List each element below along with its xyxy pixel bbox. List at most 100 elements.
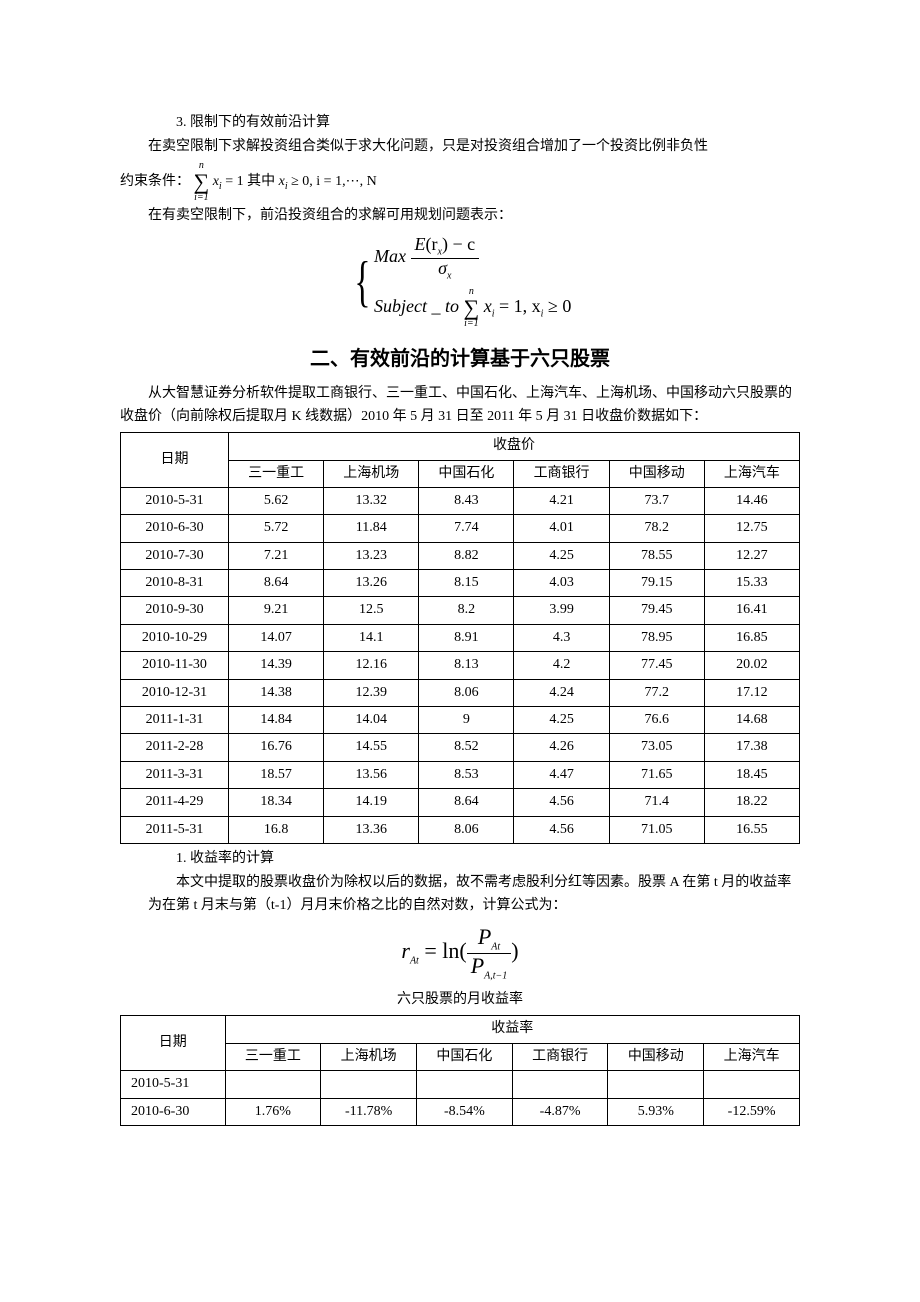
cell-value: 18.22 bbox=[704, 789, 799, 816]
cell-value: 13.23 bbox=[324, 542, 419, 569]
cell-value: 14.1 bbox=[324, 624, 419, 651]
cell-value: 8.15 bbox=[419, 570, 514, 597]
cell-date: 2010-10-29 bbox=[121, 624, 229, 651]
table-row: 2010-8-318.6413.268.154.0379.1515.33 bbox=[121, 570, 800, 597]
cell-date: 2011-5-31 bbox=[121, 816, 229, 843]
table-row: 2010-9-309.2112.58.23.9979.4516.41 bbox=[121, 597, 800, 624]
cell-value: 14.38 bbox=[229, 679, 324, 706]
cell-value: 8.52 bbox=[419, 734, 514, 761]
cell-value: 13.36 bbox=[324, 816, 419, 843]
cell-value: 1.76% bbox=[225, 1098, 321, 1125]
constraint-pre: 约束条件： bbox=[120, 174, 190, 189]
sec3-p3: 在有卖空限制下，前沿投资组合的求解可用规划问题表示： bbox=[120, 205, 800, 227]
cell-date: 2010-6-30 bbox=[121, 1098, 226, 1125]
cell-value: 8.06 bbox=[419, 816, 514, 843]
table-row: 2011-3-3118.5713.568.534.4771.6518.45 bbox=[121, 761, 800, 788]
cell-value: 8.64 bbox=[419, 789, 514, 816]
cell-value bbox=[321, 1071, 417, 1098]
cell-value: 4.47 bbox=[514, 761, 609, 788]
cell-value: 4.25 bbox=[514, 542, 609, 569]
cell-value: 4.24 bbox=[514, 679, 609, 706]
cell-value: 17.12 bbox=[704, 679, 799, 706]
table2-caption: 六只股票的月收益率 bbox=[120, 989, 800, 1011]
cell-date: 2010-8-31 bbox=[121, 570, 229, 597]
cell-value: 14.68 bbox=[704, 707, 799, 734]
col-h: 三一重工 bbox=[229, 460, 324, 487]
cell-value: 4.56 bbox=[514, 816, 609, 843]
table-row: 2010-6-301.76%-11.78%-8.54%-4.87%5.93%-1… bbox=[121, 1098, 800, 1125]
cell-value: 11.84 bbox=[324, 515, 419, 542]
cell-date: 2011-3-31 bbox=[121, 761, 229, 788]
optimization-formula: { Max E(rx) − c σx Subject _ to n ∑ bbox=[120, 235, 800, 329]
cell-value: 8.06 bbox=[419, 679, 514, 706]
cell-value: 8.43 bbox=[419, 487, 514, 514]
cell-value: 17.38 bbox=[704, 734, 799, 761]
cell-value: 73.05 bbox=[609, 734, 704, 761]
cell-value: 16.76 bbox=[229, 734, 324, 761]
cell-value: 71.4 bbox=[609, 789, 704, 816]
constraint-mid: 其中 bbox=[247, 174, 275, 189]
sec3-p1: 在卖空限制下求解投资组合类似于求大化问题，只是对投资组合增加了一个投资比例非负性 bbox=[120, 136, 800, 158]
cell-value: 7.74 bbox=[419, 515, 514, 542]
cell-value: 79.45 bbox=[609, 597, 704, 624]
col-h: 三一重工 bbox=[225, 1043, 321, 1070]
table-row: 2010-5-315.6213.328.434.2173.714.46 bbox=[121, 487, 800, 514]
cell-value: 78.95 bbox=[609, 624, 704, 651]
sec3-title: 限制下的有效前沿计算 bbox=[190, 115, 330, 130]
constraint-line: 约束条件： n ∑ i=1 xi = 1 其中 xi ≥ 0, i = 1,⋯,… bbox=[120, 161, 800, 203]
cell-value: 16.41 bbox=[704, 597, 799, 624]
col-h: 工商银行 bbox=[512, 1043, 608, 1070]
cell-value: 71.65 bbox=[609, 761, 704, 788]
cell-value: 8.53 bbox=[419, 761, 514, 788]
cell-value: 3.99 bbox=[514, 597, 609, 624]
cell-value bbox=[704, 1071, 800, 1098]
cell-value: 12.75 bbox=[704, 515, 799, 542]
page: 3. 限制下的有效前沿计算 在卖空限制下求解投资组合类似于求大化问题，只是对投资… bbox=[0, 0, 920, 1190]
cell-value: 9 bbox=[419, 707, 514, 734]
col-date: 日期 bbox=[121, 1016, 226, 1071]
closing-price-table: 日期 收盘价 三一重工 上海机场 中国石化 工商银行 中国移动 上海汽车 201… bbox=[120, 432, 800, 844]
table-row: 日期 收益率 bbox=[121, 1016, 800, 1043]
cell-value: 4.26 bbox=[514, 734, 609, 761]
cell-value: 14.84 bbox=[229, 707, 324, 734]
cell-value: 12.5 bbox=[324, 597, 419, 624]
cell-value: 78.2 bbox=[609, 515, 704, 542]
cell-value: 16.85 bbox=[704, 624, 799, 651]
cell-value: 8.2 bbox=[419, 597, 514, 624]
table-row: 日期 收盘价 bbox=[121, 433, 800, 460]
sec-r-heading: 1. 收益率的计算 bbox=[148, 848, 800, 870]
cell-value: 79.15 bbox=[609, 570, 704, 597]
cell-value bbox=[512, 1071, 608, 1098]
cell-value: 4.2 bbox=[514, 652, 609, 679]
cell-value: 16.8 bbox=[229, 816, 324, 843]
cell-value bbox=[416, 1071, 512, 1098]
table-row: 2011-5-3116.813.368.064.5671.0516.55 bbox=[121, 816, 800, 843]
cell-value: 4.21 bbox=[514, 487, 609, 514]
table-row: 2011-2-2816.7614.558.524.2673.0517.38 bbox=[121, 734, 800, 761]
return-rate-table: 日期 收益率 三一重工 上海机场 中国石化 工商银行 中国移动 上海汽车 201… bbox=[120, 1015, 800, 1126]
cell-value: 73.7 bbox=[609, 487, 704, 514]
cell-date: 2010-5-31 bbox=[121, 1071, 226, 1098]
col-h: 中国石化 bbox=[419, 460, 514, 487]
cell-value: 14.07 bbox=[229, 624, 324, 651]
cell-value: -11.78% bbox=[321, 1098, 417, 1125]
table-row: 2010-10-2914.0714.18.914.378.9516.85 bbox=[121, 624, 800, 651]
cell-value: 13.26 bbox=[324, 570, 419, 597]
cell-value: 13.32 bbox=[324, 487, 419, 514]
cell-date: 2010-6-30 bbox=[121, 515, 229, 542]
cell-value: 8.64 bbox=[229, 570, 324, 597]
cell-date: 2010-7-30 bbox=[121, 542, 229, 569]
sec-r-p1: 本文中提取的股票收盘价为除权以后的数据，故不需考虑股利分红等因素。股票 A 在第… bbox=[148, 872, 800, 917]
formula-sum-xi: n ∑ i=1 xi = 1 bbox=[194, 174, 248, 189]
cell-value: 78.55 bbox=[609, 542, 704, 569]
col-h: 上海汽车 bbox=[704, 1043, 800, 1070]
sec3-num: 3. bbox=[176, 115, 187, 130]
cell-value: 7.21 bbox=[229, 542, 324, 569]
cell-value: 16.55 bbox=[704, 816, 799, 843]
col-h: 中国移动 bbox=[608, 1043, 704, 1070]
cell-value: 4.25 bbox=[514, 707, 609, 734]
table-row: 2010-7-307.2113.238.824.2578.5512.27 bbox=[121, 542, 800, 569]
cell-value: 13.56 bbox=[324, 761, 419, 788]
cell-value: 12.16 bbox=[324, 652, 419, 679]
section-2-heading: 二、有效前沿的计算基于六只股票 bbox=[120, 343, 800, 375]
